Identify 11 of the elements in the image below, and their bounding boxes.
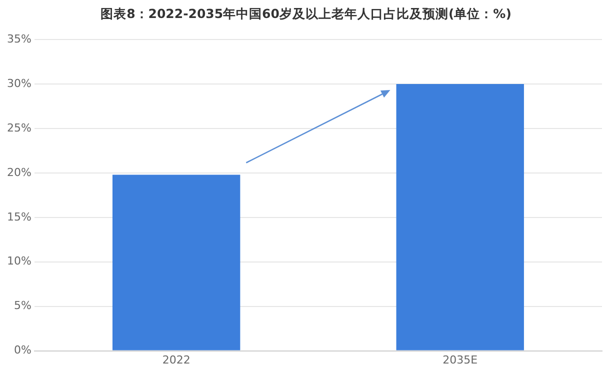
- y-tick-label: 5%: [14, 299, 32, 312]
- y-tick-label: 10%: [6, 254, 32, 268]
- y-tick-label: 20%: [6, 166, 32, 179]
- x-tick-label: 2022: [162, 353, 190, 366]
- y-tick-label: 0%: [14, 344, 32, 357]
- y-tick-label: 35%: [6, 32, 32, 46]
- x-tick-label: 2035E: [442, 353, 478, 366]
- y-tick-label: 30%: [6, 76, 32, 90]
- y-tick-label: 25%: [6, 121, 32, 134]
- chart-title: 图表8：2022-2035年中国60岁及以上老年人口占比及预测(单位：%): [100, 6, 512, 23]
- y-tick-label: 15%: [6, 210, 32, 224]
